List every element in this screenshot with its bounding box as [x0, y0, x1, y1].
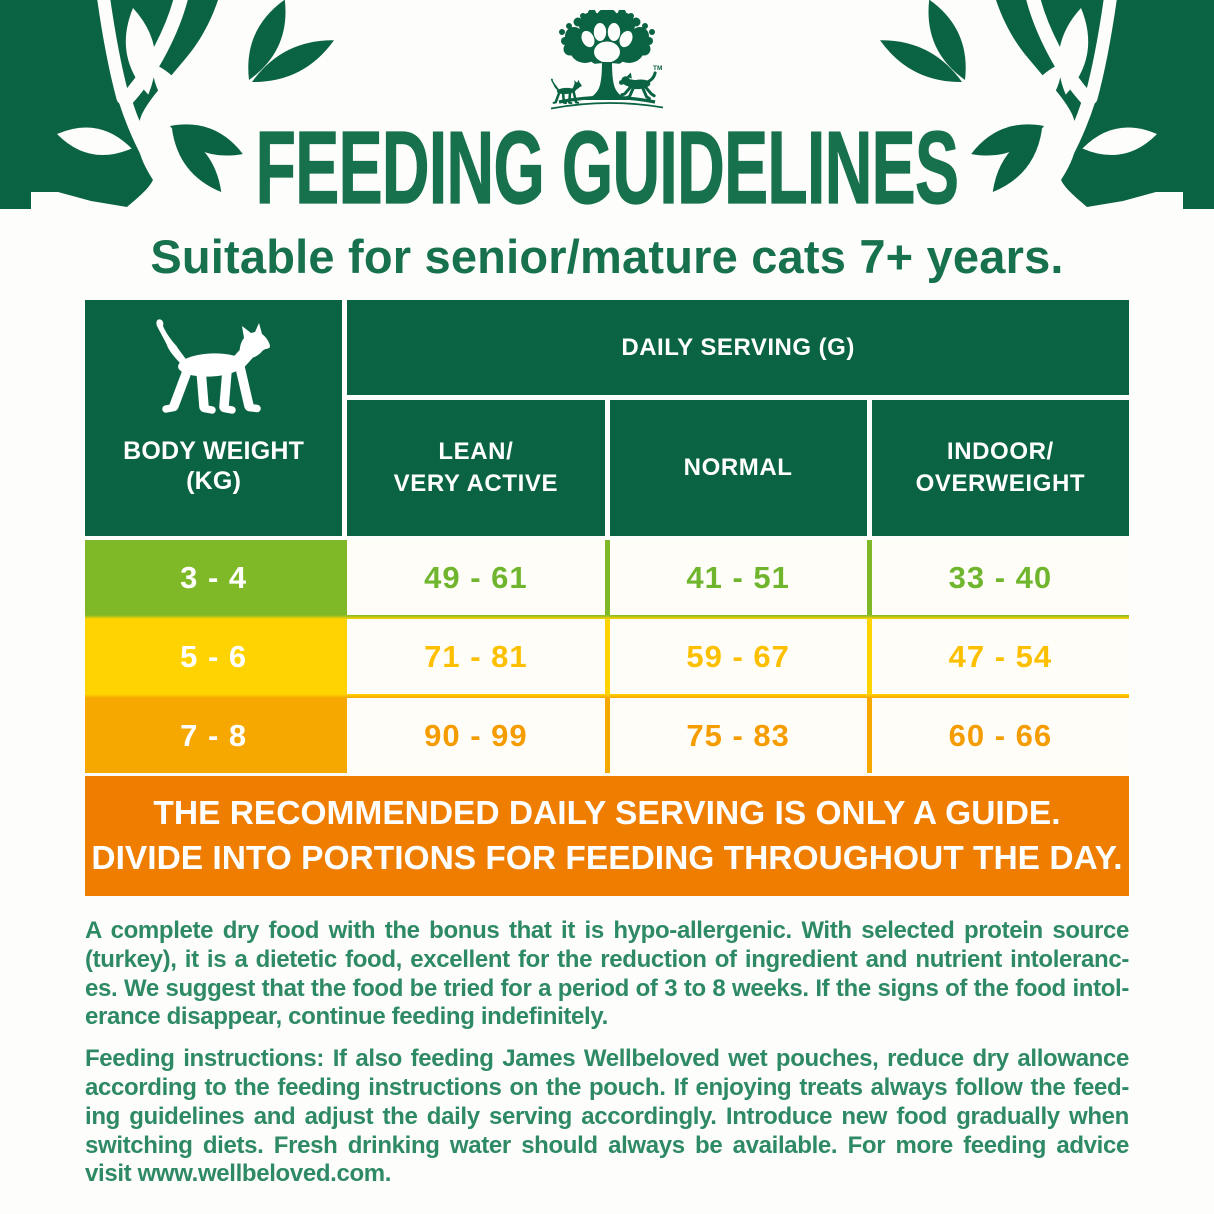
serving-cell: 41 - 51 — [609, 540, 867, 615]
column-header-normal: NORMAL — [609, 400, 867, 536]
daily-serving-label: DAILY SERVING (G) — [621, 333, 855, 361]
feeding-table-section: BODY WEIGHT (KG) DAILY SERVING (G) LEAN/… — [85, 300, 1129, 1202]
column-header-label: INDOOR/ OVERWEIGHT — [916, 436, 1086, 500]
banner-line-2: DIVIDE INTO PORTIONS FOR FEEDING THROUGH… — [91, 840, 1123, 877]
column-label-line: INDOOR/ — [946, 438, 1054, 465]
column-label-line: OVERWEIGHT — [915, 470, 1086, 497]
serving-cell: 33 - 40 — [871, 540, 1129, 615]
serving-cell: 59 - 67 — [609, 619, 867, 694]
column-label-line: NORMAL — [683, 454, 793, 481]
serving-cell: 60 - 66 — [871, 698, 1129, 773]
page-title: FEEDING GUIDELINES — [255, 110, 959, 225]
feeding-instructions-paragraph: Feeding instructions: If also feeding Ja… — [85, 1045, 1129, 1188]
weight-cell-5-6: 5 - 6 — [85, 619, 343, 694]
brand-tree-logo: TM — [545, 10, 664, 110]
serving-cell: 75 - 83 — [609, 698, 867, 773]
description-paragraphs: A complete dry food with the bonus that … — [85, 917, 1129, 1189]
feeding-table-header: BODY WEIGHT (KG) DAILY SERVING (G) LEAN/… — [85, 300, 1129, 536]
dietetic-food-paragraph: A complete dry food with the bonus that … — [85, 917, 1129, 1031]
serving-cell: 47 - 54 — [871, 619, 1129, 694]
column-label-line: VERY ACTIVE — [393, 470, 559, 497]
column-header-label: LEAN/ VERY ACTIVE — [394, 436, 558, 500]
column-header-label: NORMAL — [684, 452, 793, 484]
weight-cell-7-8: 7 - 8 — [85, 698, 343, 773]
serving-cell: 71 - 81 — [347, 619, 605, 694]
serving-guide-banner: THE RECOMMENDED DAILY SERVING IS ONLY A … — [85, 776, 1129, 896]
column-header-lean-very-active: LEAN/ VERY ACTIVE — [347, 400, 605, 536]
body-weight-header-cell: BODY WEIGHT (KG) — [85, 300, 343, 536]
cat-icon — [149, 317, 279, 421]
daily-serving-header-cell: DAILY SERVING (G) — [347, 300, 1129, 395]
banner-line-1: THE RECOMMENDED DAILY SERVING IS ONLY A … — [153, 795, 1061, 832]
column-header-indoor-overweight: INDOOR/ OVERWEIGHT — [871, 400, 1129, 536]
body-weight-label-line2: (KG) — [186, 467, 242, 495]
serving-cell: 49 - 61 — [347, 540, 605, 615]
body-weight-label-line1: BODY WEIGHT — [123, 437, 305, 465]
serving-cell: 90 - 99 — [347, 698, 605, 773]
feeding-table-body: 3 - 4 49 - 61 41 - 51 33 - 40 5 - 6 71 -… — [85, 540, 1129, 773]
logo-tm-mark: TM — [653, 65, 662, 72]
weight-cell-3-4: 3 - 4 — [85, 540, 343, 615]
page-subtitle: Suitable for senior/mature cats 7+ years… — [150, 230, 1064, 283]
column-label-line: LEAN/ — [438, 438, 514, 465]
body-weight-label: BODY WEIGHT (KG) — [123, 436, 304, 496]
leaf-branch-corner-decoration-right — [880, 0, 1214, 209]
leaf-branch-corner-decoration-left — [0, 0, 334, 209]
